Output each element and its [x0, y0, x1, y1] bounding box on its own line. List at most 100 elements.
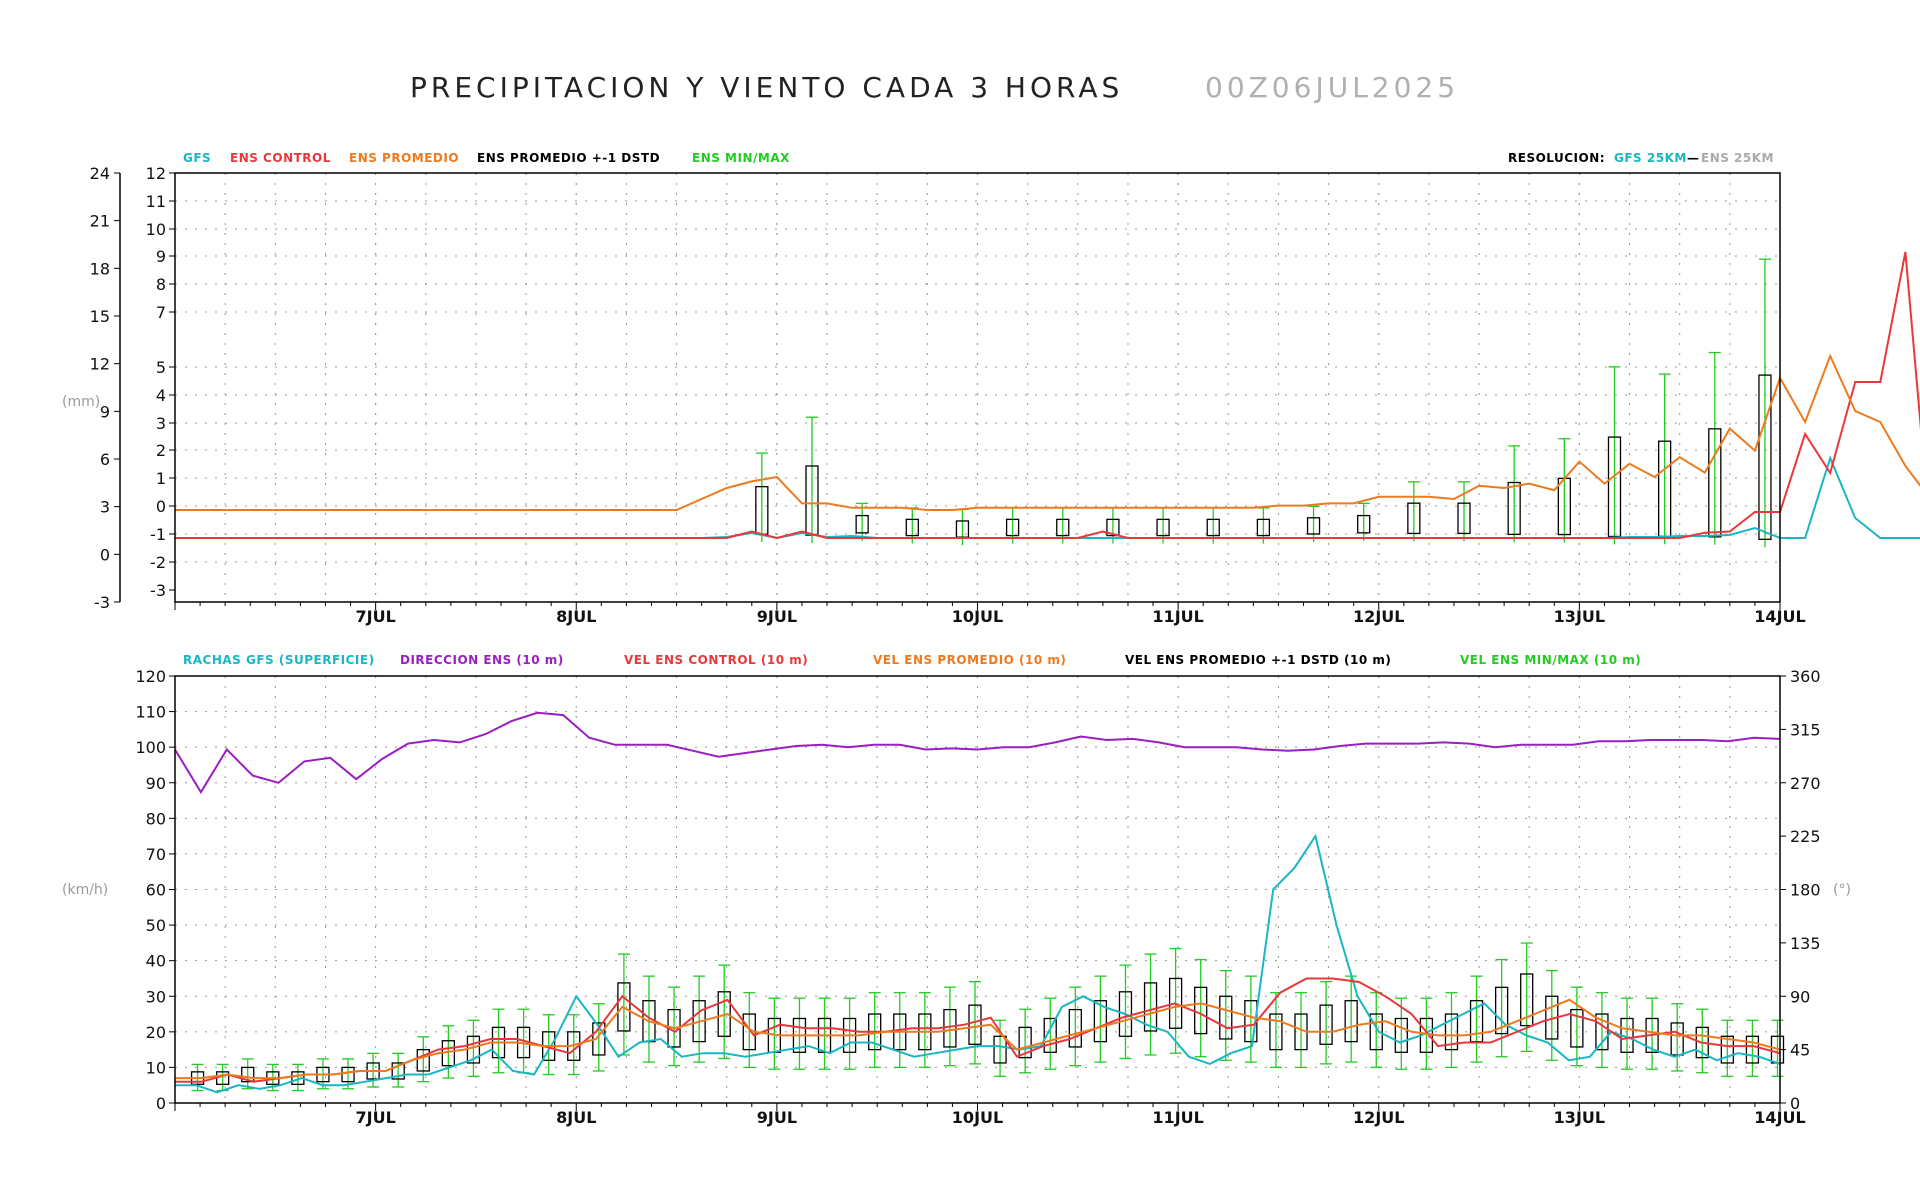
- wind-x-axis: 7JUL 8JUL 9JUL 10JUL 11JUL 12JUL 13JUL 14JUL: [174, 1103, 1806, 1127]
- precip-inner-tick-label: 10: [146, 220, 166, 239]
- wind-y2-tick-label: 360: [1790, 667, 1821, 686]
- wind-lines: [174, 711, 1781, 1094]
- wind-dstd-box: [993, 1035, 1007, 1064]
- wind-dstd-box: [1344, 1000, 1358, 1043]
- precip-dstd-box: [1106, 518, 1120, 537]
- wind-x-tick-label: 10JUL: [952, 1108, 1003, 1127]
- wind-dstd-box: [1745, 1035, 1760, 1064]
- wind-y2-axis: 360 315 270 225 180 135 90 45 0: [1780, 667, 1821, 1113]
- wind-y2-tick-label: 90: [1790, 987, 1810, 1006]
- precip-outer-tick-label: 6: [100, 450, 110, 469]
- precip-outer-tick-label: 12: [90, 355, 110, 374]
- wind-y-tick-label: 10: [146, 1058, 166, 1077]
- precip-inner-tick-label: -2: [150, 553, 166, 572]
- wind-dstd-box: [1444, 1013, 1459, 1051]
- wind-unit-right: (°): [1833, 882, 1851, 898]
- wind-dstd-box: [1143, 982, 1158, 1032]
- precip-inner-tick-label: 3: [156, 414, 166, 433]
- precip-outer-tick-label: 18: [90, 259, 110, 278]
- precip-outer-tick-label: 0: [100, 545, 110, 564]
- wind-y2-tick-label: 45: [1790, 1041, 1810, 1060]
- top-legend: GFS ENS CONTROL ENS PROMEDIO ENS PROMEDIO +…: [183, 151, 790, 165]
- precip-inner-tick-label: 2: [156, 441, 166, 460]
- precip-dstd-box: [1005, 518, 1020, 537]
- wind-control-line: [175, 977, 1781, 1083]
- precip-dstd-box: [1156, 518, 1170, 537]
- precip-dstd-box: [1206, 518, 1220, 537]
- wind-y-tick-label: 110: [135, 703, 166, 722]
- chart-date: 00Z06JUL2025: [1205, 71, 1459, 104]
- precip-inner-tick-label: 1: [156, 469, 166, 488]
- wind-x-tick-label: 12JUL: [1353, 1108, 1404, 1127]
- wind-dstd-box: [1043, 1017, 1057, 1053]
- precip-dstd-box: [1457, 502, 1471, 535]
- precip-x-tick-label: 10JUL: [952, 607, 1003, 626]
- wind-legend-item: VEL ENS PROMEDIO +-1 DSTD (10 m): [1125, 653, 1391, 667]
- precip-dstd-box: [1256, 518, 1271, 537]
- wind-dstd-box: [1494, 986, 1509, 1035]
- precip-outer-tick-label: 3: [100, 498, 110, 517]
- precip-dstd-box: [1708, 428, 1722, 538]
- wind-y2-tick-label: 225: [1790, 827, 1821, 846]
- precip-outer-tick-label: 9: [100, 402, 110, 421]
- wind-dstd-box: [416, 1048, 430, 1072]
- wind-dstd-box: [341, 1066, 355, 1083]
- precip-dstd-box: [1607, 436, 1622, 538]
- wind-y2-tick-label: 180: [1790, 881, 1821, 900]
- wind-x-tick-label: 7JUL: [355, 1108, 395, 1127]
- precip-x-axis: 7JUL 8JUL 9JUL 10JUL 11JUL 12JUL 13JUL 14JUL: [174, 602, 1806, 626]
- wind-y-tick-label: 90: [146, 774, 166, 793]
- wind-dstd-box: [391, 1062, 405, 1080]
- precip-inner-tick-label: 7: [156, 303, 166, 322]
- resolution-gfs: GFS 25KM: [1614, 151, 1687, 165]
- precip-legend-item: ENS PROMEDIO +-1 DSTD: [477, 151, 660, 165]
- wind-direction-line: [174, 711, 1781, 795]
- wind-unit-left: (km/h): [62, 882, 108, 898]
- precip-dstd-box: [1407, 502, 1421, 535]
- wind-dstd-box: [1168, 977, 1183, 1029]
- wind-dstd-box: [1570, 1008, 1584, 1048]
- wind-gust-line: [175, 833, 1781, 1094]
- precip-outer-tick-label: 15: [90, 307, 110, 326]
- wind-y2-tick-label: 315: [1790, 720, 1821, 739]
- wind-dstd-box: [1394, 1017, 1408, 1053]
- wind-dstd-box: [717, 991, 731, 1037]
- wind-dstd-box: [241, 1066, 255, 1083]
- precip-x-tick-label: 11JUL: [1152, 607, 1203, 626]
- precip-x-tick-label: 12JUL: [1353, 607, 1404, 626]
- precip-x-tick-label: 9JUL: [757, 607, 797, 626]
- wind-y-tick-label: 60: [146, 881, 166, 900]
- precip-unit: (mm): [62, 394, 100, 410]
- wind-y-tick-label: 100: [135, 738, 166, 757]
- wind-legend-item: VEL ENS PROMEDIO (10 m): [873, 653, 1066, 667]
- resolution-legend: RESOLUCION: GFS 25KM — ENS 25KM: [1508, 151, 1774, 165]
- wind-y-tick-label: 70: [146, 845, 166, 864]
- wind-dstd-box: [1720, 1035, 1734, 1064]
- wind-x-tick-label: 14JUL: [1754, 1108, 1805, 1127]
- precip-x-tick-label: 14JUL: [1754, 607, 1805, 626]
- precip-inner-tick-label: 8: [156, 275, 166, 294]
- precip-inner-tick-label: 12: [146, 164, 166, 183]
- precip-outer-tick-label: -3: [94, 593, 110, 612]
- wind-y-tick-label: 0: [156, 1094, 166, 1113]
- precip-control-line: [175, 251, 1920, 540]
- precip-outer-tick-label: 24: [90, 164, 110, 183]
- wind-legend-item: VEL ENS CONTROL (10 m): [624, 653, 808, 667]
- wind-y-tick-label: 20: [146, 1023, 166, 1042]
- precip-x-tick-label: 8JUL: [556, 607, 596, 626]
- wind-dstd-box: [1595, 1013, 1609, 1051]
- wind-y2-tick-label: 270: [1790, 774, 1821, 793]
- bottom-legend: RACHAS GFS (SUPERFICIE) DIRECCION ENS (10…: [183, 653, 1641, 667]
- resolution-sep: —: [1687, 151, 1700, 165]
- precip-dstd-box: [855, 514, 869, 534]
- precip-x-tick-label: 7JUL: [355, 607, 395, 626]
- precip-dstd-box: [1507, 481, 1521, 536]
- wind-dstd-box: [1219, 995, 1233, 1040]
- wind-legend-item: RACHAS GFS (SUPERFICIE): [183, 653, 375, 667]
- wind-dstd-box: [1269, 1013, 1283, 1051]
- wind-x-tick-label: 13JUL: [1554, 1108, 1605, 1127]
